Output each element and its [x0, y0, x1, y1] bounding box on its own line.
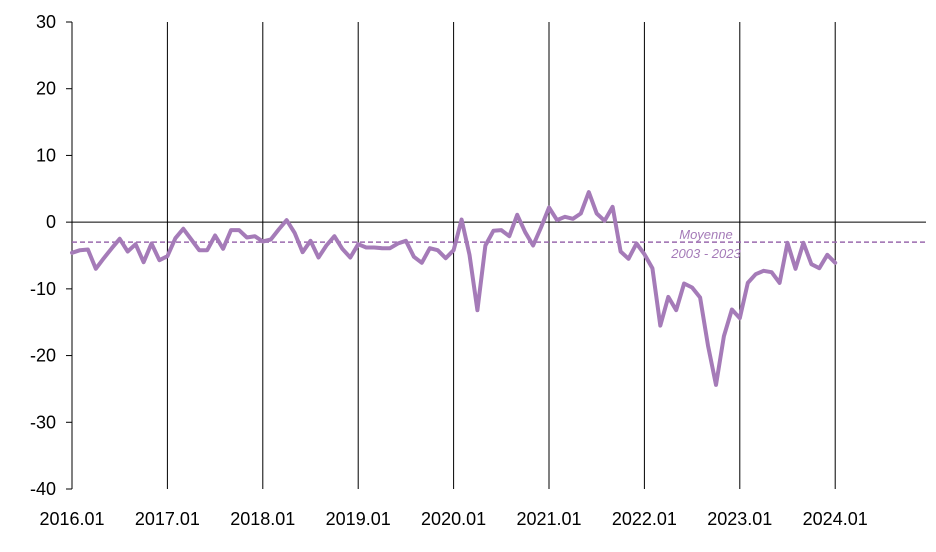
- y-tick-label: -20: [30, 346, 56, 366]
- x-tick-label: 2022.01: [612, 509, 677, 529]
- axes: [71, 22, 926, 489]
- average-label-line1: Moyenne: [679, 227, 732, 242]
- y-tick-label: -40: [30, 479, 56, 499]
- x-tick-label: 2017.01: [135, 509, 200, 529]
- x-tick-label: 2023.01: [707, 509, 772, 529]
- x-tick-label: 2024.01: [803, 509, 868, 529]
- series-line-0: [70, 190, 838, 387]
- y-tick-label: 0: [46, 212, 56, 232]
- average-label-line2: 2003 - 2023: [670, 246, 741, 261]
- y-tick-label: 10: [36, 145, 56, 165]
- x-tick-label: 2020.01: [421, 509, 486, 529]
- x-axis-ticks: 2016.01 2017.01 2018.01 2019.01 2020.01 2021.…: [39, 509, 867, 529]
- y-tick-label: -10: [30, 279, 56, 299]
- x-tick-label: 2019.01: [326, 509, 391, 529]
- series-group: [70, 190, 838, 387]
- y-tick-label: 30: [36, 12, 56, 32]
- y-axis-ticks: 30 20 10 0 -10 -20 -30 -40: [30, 12, 72, 499]
- average-reference: Moyenne 2003 - 2023: [72, 227, 926, 261]
- y-tick-label: 20: [36, 79, 56, 99]
- x-tick-label: 2018.01: [230, 509, 295, 529]
- x-tick-label: 2016.01: [39, 509, 104, 529]
- x-tick-label: 2021.01: [516, 509, 581, 529]
- y-tick-label: -30: [30, 412, 56, 432]
